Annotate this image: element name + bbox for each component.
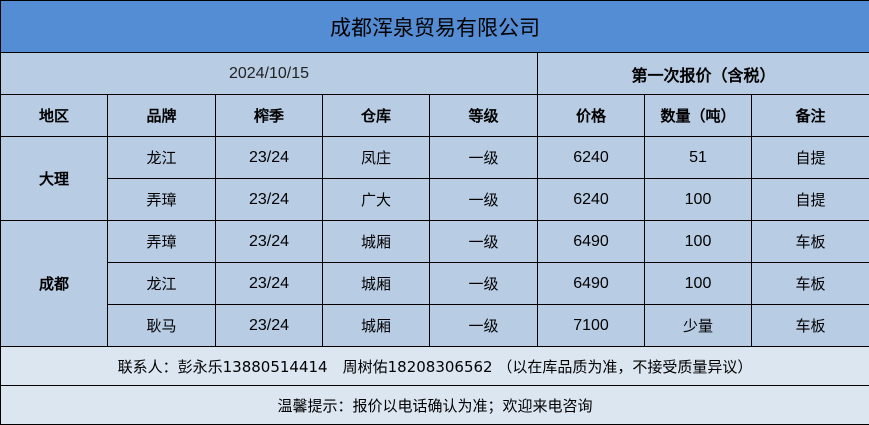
table-cell: 广大 — [322, 178, 430, 221]
region-cell: 成都 — [0, 220, 108, 347]
table-row: 大理 龙江 23/24 凤庄 一级 6240 51 自提 — [0, 136, 869, 221]
table-cell: 自提 — [751, 136, 869, 179]
header-row: 地区 品牌 榨季 仓库 等级 价格 数量（吨） 备注 — [0, 94, 869, 137]
table-cell: 一级 — [429, 220, 538, 263]
table-cell: 弄璋 — [107, 178, 216, 221]
table-cell: 耿马 — [107, 304, 216, 347]
table-cell: 凤庄 — [322, 136, 430, 179]
quote-round: 第一次报价（含税） — [537, 52, 869, 95]
column-header: 仓库 — [322, 94, 430, 137]
column-header: 备注 — [751, 94, 869, 137]
table-row: 龙江 23/24 城厢 一级 6490 100 车板 — [1, 262, 869, 305]
table-cell: 弄璋 — [107, 220, 216, 263]
table-row: 弄璋 23/24 广大 一级 6240 100 自提 — [1, 178, 869, 221]
table-cell: 车板 — [751, 304, 869, 347]
column-header: 价格 — [537, 94, 645, 137]
quote-date: 2024/10/15 — [0, 52, 538, 95]
table-cell: 城厢 — [322, 304, 430, 347]
table-cell: 6240 — [537, 178, 645, 221]
table-cell: 少量 — [644, 304, 752, 347]
table-cell: 城厢 — [322, 262, 430, 305]
region-cell: 大理 — [0, 136, 108, 221]
contact-info: 联系人：彭永乐13880514414 周树佑18208306562 （以在库品质… — [0, 346, 869, 386]
table-cell: 一级 — [429, 178, 538, 221]
table-cell: 6490 — [537, 262, 645, 305]
table-cell: 龙江 — [107, 262, 216, 305]
table-cell: 100 — [644, 262, 752, 305]
column-header: 数量（吨） — [644, 94, 752, 137]
table-cell: 23/24 — [215, 304, 323, 347]
table-cell: 车板 — [751, 220, 869, 263]
table-cell: 自提 — [751, 178, 869, 221]
table-cell: 23/24 — [215, 262, 323, 305]
table-cell: 一级 — [429, 262, 538, 305]
table-row: 耿马 23/24 城厢 一级 7100 少量 车板 — [1, 304, 869, 347]
table-cell: 6490 — [537, 220, 645, 263]
table-cell: 城厢 — [322, 220, 430, 263]
table-cell: 100 — [644, 220, 752, 263]
column-header: 榨季 — [215, 94, 323, 137]
table-cell: 23/24 — [215, 220, 323, 263]
tip-text: 温馨提示：报价以电话确认为准；欢迎来电咨询 — [0, 385, 869, 425]
column-header: 地区 — [0, 94, 108, 137]
table-cell: 100 — [644, 178, 752, 221]
table-row: 成都 弄璋 23/24 城厢 一级 6490 100 车板 — [0, 220, 869, 347]
table-cell: 23/24 — [215, 136, 323, 179]
table-cell: 车板 — [751, 262, 869, 305]
table-cell: 7100 — [537, 304, 645, 347]
column-header: 等级 — [429, 94, 538, 137]
column-header: 品牌 — [107, 94, 216, 137]
table-cell: 龙江 — [107, 136, 216, 179]
table-cell: 6240 — [537, 136, 645, 179]
table-cell: 一级 — [429, 136, 538, 179]
table-cell: 一级 — [429, 304, 538, 347]
table-cell: 23/24 — [215, 178, 323, 221]
table-cell: 51 — [644, 136, 752, 179]
company-title: 成都浑泉贸易有限公司 — [0, 0, 869, 53]
